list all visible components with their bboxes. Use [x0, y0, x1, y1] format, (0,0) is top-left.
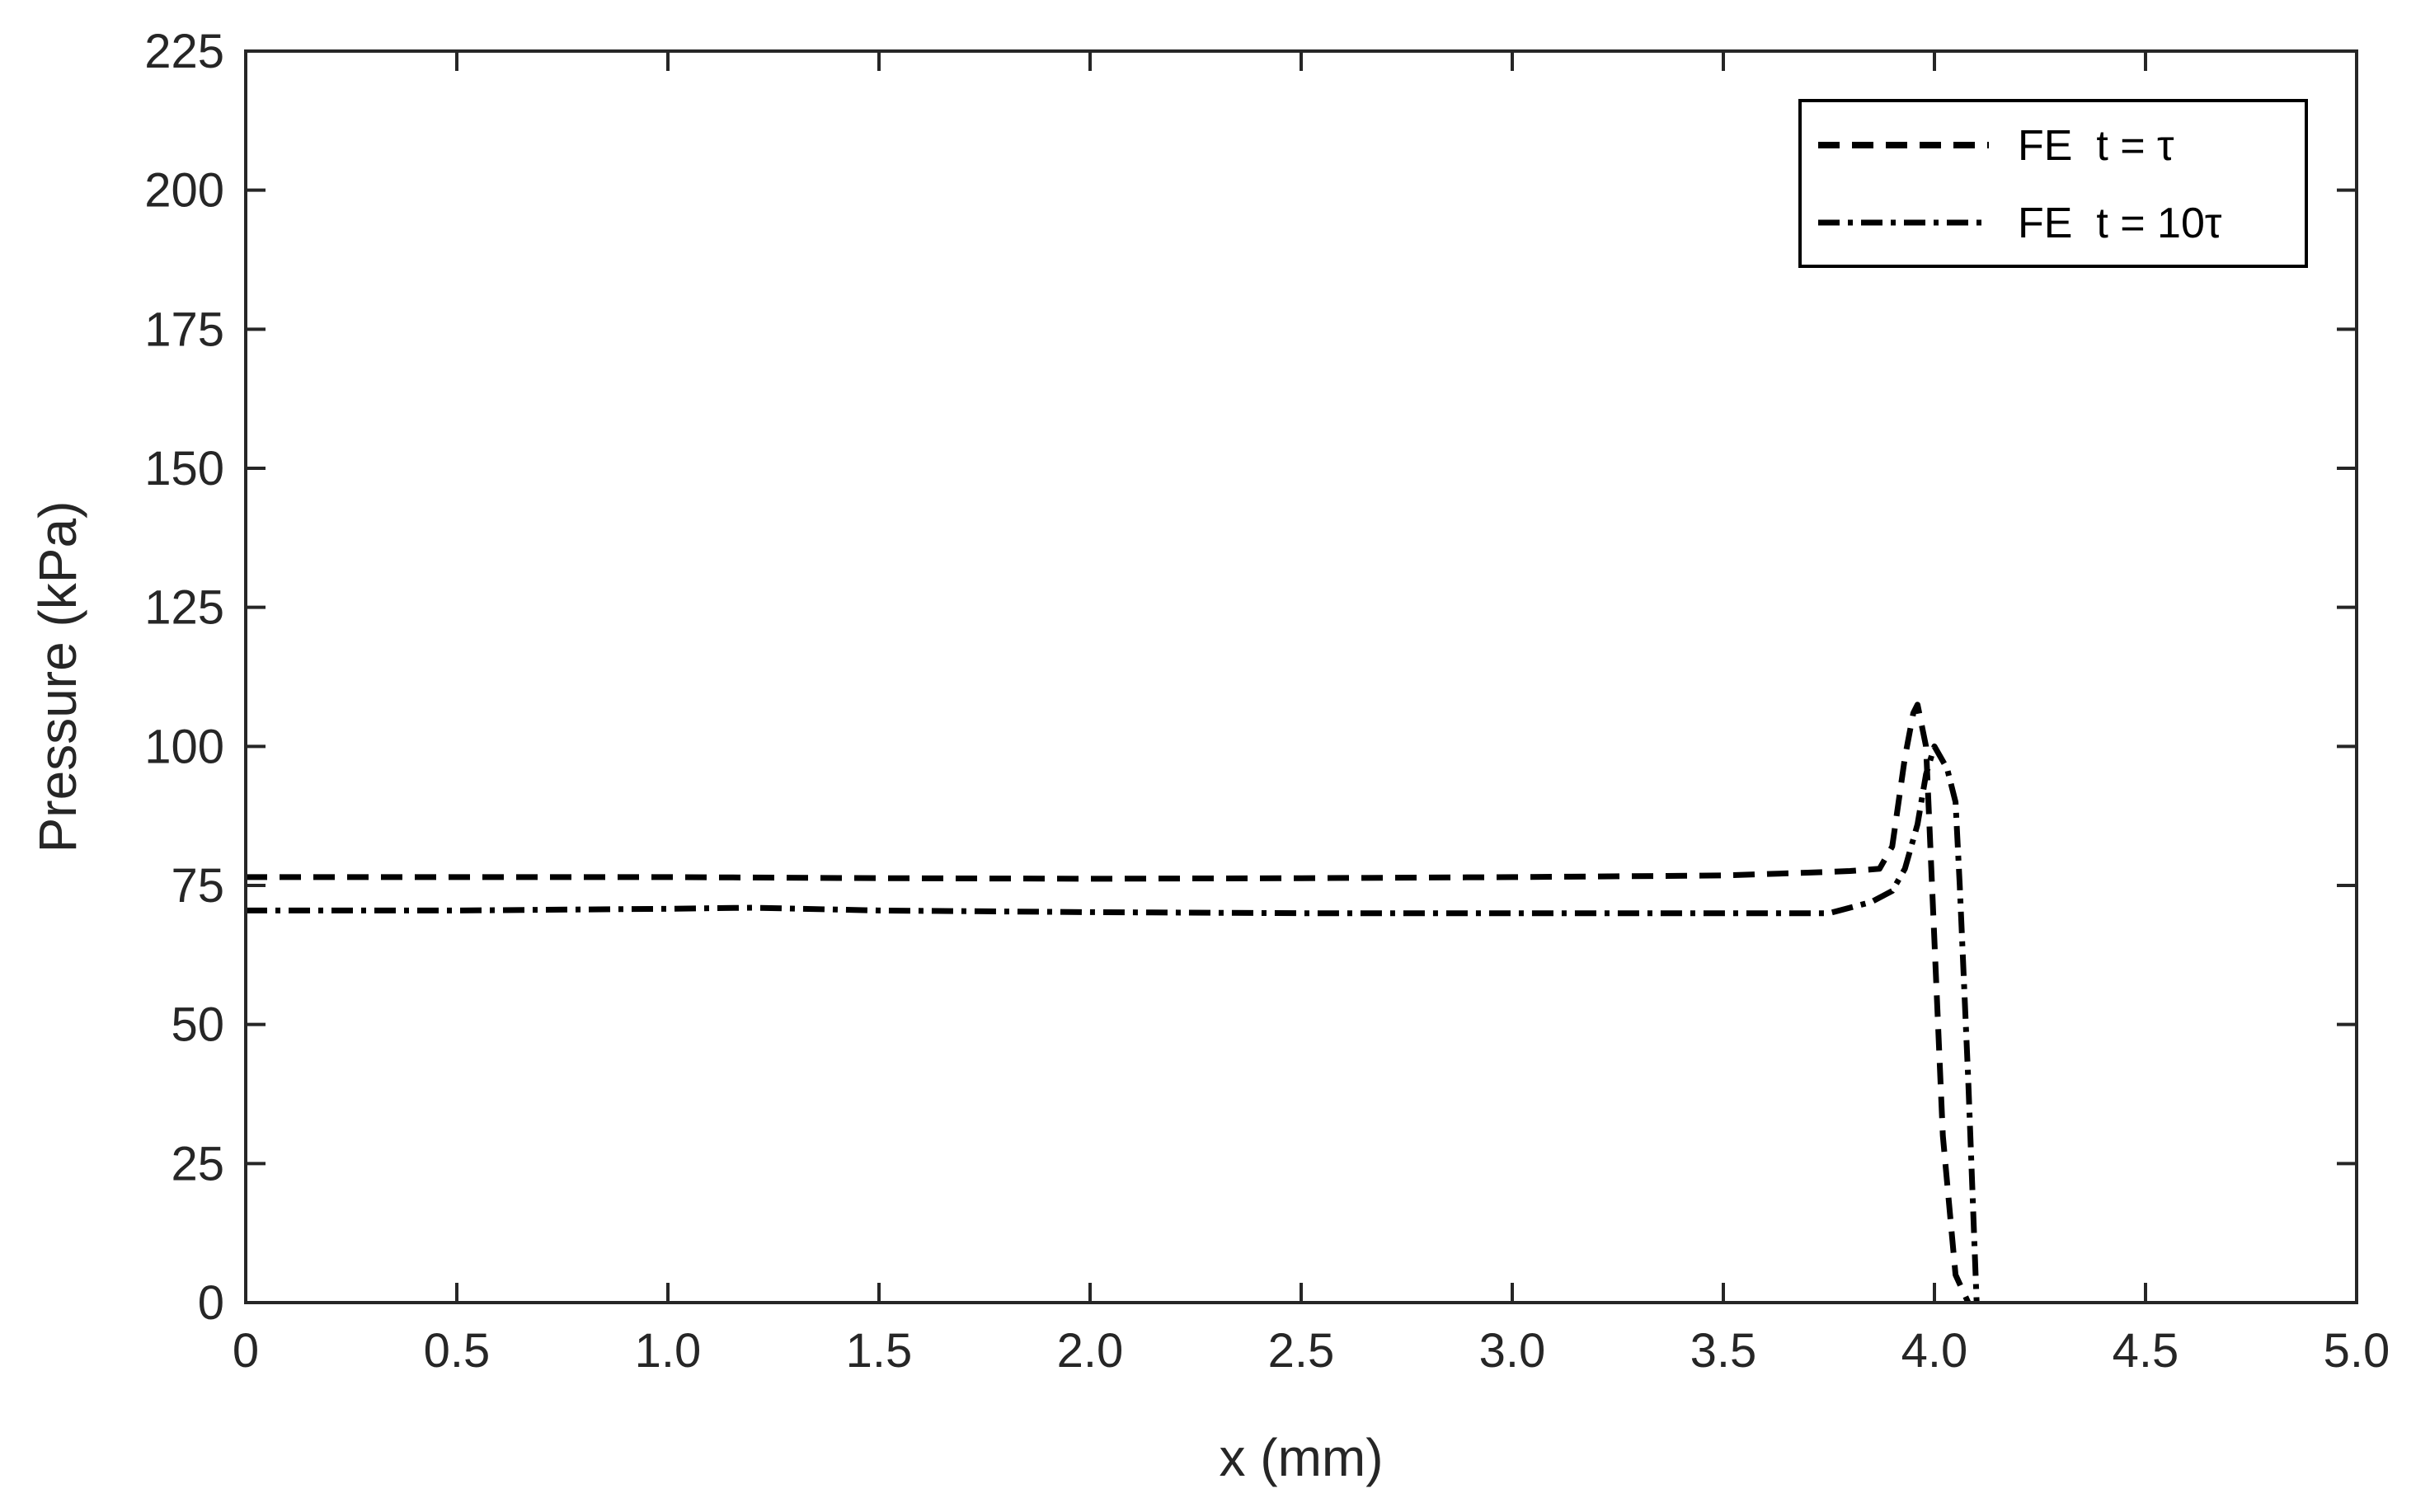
- y-tick-label: 25: [171, 1137, 224, 1190]
- legend-label-fe-10tau: FE t = 10τ: [2018, 200, 2222, 247]
- x-tick-label: 3.0: [1479, 1324, 1546, 1378]
- series-line-fe-10tau: [246, 743, 1980, 1303]
- x-tick-label: 2.5: [1268, 1324, 1335, 1378]
- legend-label-fe-tau: FE t = τ: [2018, 122, 2174, 170]
- series-group: [246, 702, 1980, 1304]
- y-tick-label: 75: [171, 859, 224, 913]
- x-tick-label: 1.0: [635, 1324, 702, 1378]
- y-axis-ticks: 0 25 50 75 100 125 150 175 200 225: [144, 25, 2357, 1330]
- y-axis-label: Pressure (kPa): [28, 501, 87, 853]
- y-tick-label: 50: [171, 998, 224, 1052]
- x-tick-label: 1.5: [846, 1324, 913, 1378]
- x-axis-label: x (mm): [1219, 1428, 1383, 1487]
- plot-frame: [244, 49, 2358, 1304]
- x-tick-label: 5.0: [2324, 1324, 2390, 1378]
- x-tick-label: 4.0: [1901, 1324, 1968, 1378]
- y-tick-label: 0: [198, 1276, 224, 1330]
- y-tick-label: 225: [144, 25, 224, 78]
- x-axis-ticks: 0 0.5 1.0 1.5 2.0 2.5 3.0 3.5 4.0 4.5 5.0: [233, 51, 2390, 1378]
- x-tick-label: 2.0: [1057, 1324, 1124, 1378]
- legend: FE t = τ FE t = 10τ: [1798, 99, 2308, 268]
- y-tick-label: 100: [144, 720, 224, 773]
- y-tick-label: 150: [144, 442, 224, 495]
- y-tick-label: 200: [144, 164, 224, 218]
- legend-box: [1798, 99, 2308, 268]
- x-tick-label: 4.5: [2113, 1324, 2179, 1378]
- x-tick-label: 0.5: [424, 1324, 491, 1378]
- x-tick-label: 0: [233, 1324, 259, 1378]
- y-tick-label: 175: [144, 303, 224, 356]
- y-tick-label: 125: [144, 581, 224, 635]
- series-line-fe-tau: [246, 702, 1972, 1304]
- x-tick-label: 3.5: [1690, 1324, 1757, 1378]
